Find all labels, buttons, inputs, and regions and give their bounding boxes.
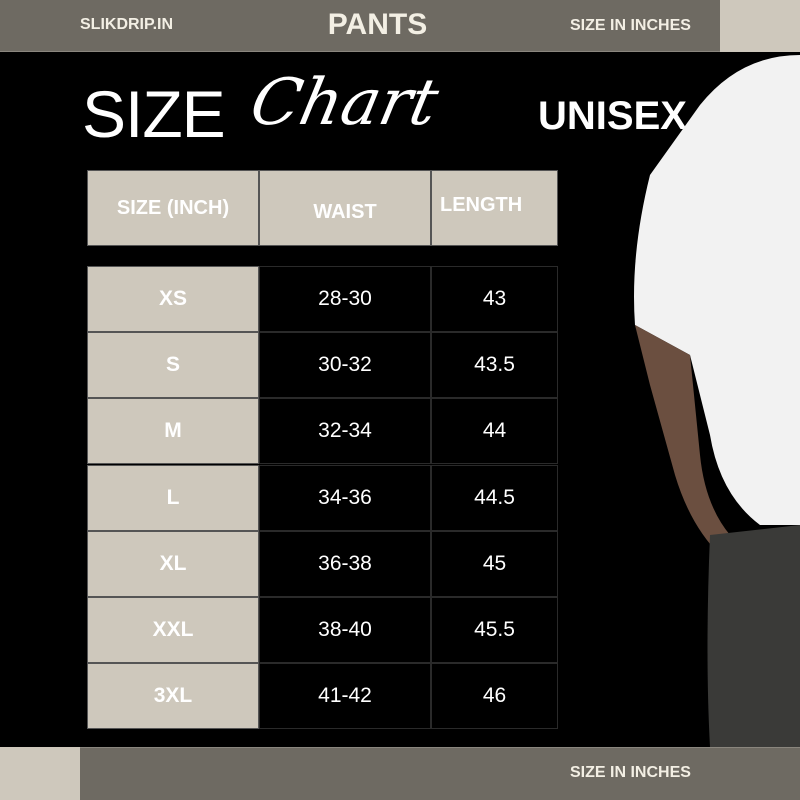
brand-name: SLIKDRIP.IN bbox=[80, 16, 174, 33]
unit-note-bottom: SIZE IN INCHES bbox=[570, 764, 691, 781]
cell-length: 44.5 bbox=[431, 464, 558, 531]
category-title: PANTS bbox=[327, 8, 428, 41]
title-chart: Chart bbox=[244, 66, 445, 140]
cell-length: 45 bbox=[431, 530, 558, 597]
cell-length: 45.5 bbox=[431, 597, 558, 663]
cell-waist: 38-40 bbox=[259, 597, 431, 663]
cell-size: S bbox=[87, 332, 259, 399]
top-banner bbox=[0, 0, 720, 52]
cell-size: M bbox=[87, 398, 259, 465]
top-accent-block bbox=[720, 0, 800, 52]
cell-length: 43 bbox=[431, 266, 558, 332]
cell-size: XS bbox=[87, 266, 259, 332]
cell-length: 46 bbox=[431, 663, 558, 730]
title-size: SIZE bbox=[82, 77, 226, 151]
cell-length: 43.5 bbox=[431, 332, 558, 399]
cell-size: XL bbox=[87, 530, 259, 597]
cell-size: 3XL bbox=[87, 663, 259, 730]
cell-waist: 28-30 bbox=[259, 266, 431, 332]
cell-waist: 41-42 bbox=[259, 663, 431, 730]
bottom-banner bbox=[80, 747, 800, 800]
audience-label: UNISEX bbox=[538, 94, 687, 138]
column-header-length: LENGTH bbox=[431, 170, 558, 246]
cell-size: XXL bbox=[87, 597, 259, 663]
cell-waist: 32-34 bbox=[259, 398, 431, 465]
cell-waist: 36-38 bbox=[259, 530, 431, 597]
bottom-accent-block bbox=[0, 747, 80, 800]
cell-waist: 30-32 bbox=[259, 332, 431, 399]
model-photo bbox=[630, 55, 800, 747]
cell-size: L bbox=[87, 464, 259, 531]
column-header-size: SIZE (INCH) bbox=[87, 170, 259, 246]
column-header-waist: WAIST bbox=[259, 170, 431, 246]
unit-note-top: SIZE IN INCHES bbox=[570, 17, 691, 34]
cell-length: 44 bbox=[431, 398, 558, 465]
cell-waist: 34-36 bbox=[259, 464, 431, 531]
